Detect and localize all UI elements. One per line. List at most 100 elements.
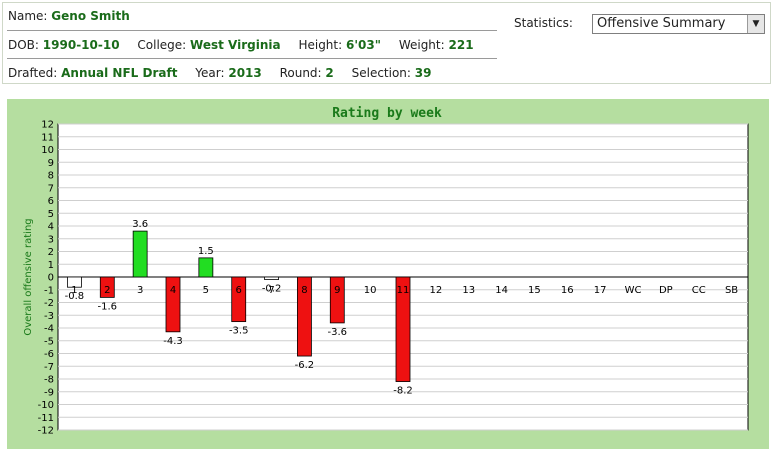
statistics-selected-value: Offensive Summary [597, 16, 726, 31]
round-label: Round: [279, 66, 322, 80]
x-tick-labels: 1 2 3 4 5 6 7 8 9 10 11 12 13 14 15 16 17 WC DP CC SB [71, 285, 738, 296]
x-tick-label: DP [659, 285, 673, 296]
x-tick-label: 12 [429, 285, 442, 296]
bar [99, 276, 115, 298]
chart-title: Rating by week [332, 106, 442, 121]
y-tick-label: -8 [44, 375, 54, 386]
statistics-label: Statistics: [514, 16, 573, 30]
x-tick-label: 16 [561, 285, 574, 296]
value-label: -3.6 [328, 327, 348, 338]
statistics-select[interactable]: Offensive Summary ▼ [592, 14, 765, 34]
y-tick-label: -3 [44, 311, 54, 322]
value-label: -4.3 [163, 336, 183, 347]
x-tick-label: 3 [137, 285, 143, 296]
value-label: -3.5 [229, 326, 249, 337]
x-tick-label: 11 [397, 285, 410, 296]
y-tick-label: 7 [48, 183, 54, 194]
bar [329, 276, 345, 324]
value-label: 3.6 [132, 219, 148, 230]
y-tick-label: -6 [44, 349, 54, 360]
x-tick-label: WC [625, 285, 642, 296]
y-tick-label: -10 [38, 400, 54, 411]
player-name: Geno Smith [51, 9, 130, 23]
draft-row: Drafted: Annual NFL Draft Year: 2013 Rou… [8, 66, 431, 80]
x-tick-label: 2 [104, 285, 110, 296]
x-tick-label: 1 [71, 285, 77, 296]
x-tick-label: 14 [495, 285, 508, 296]
x-tick-label: 15 [528, 285, 541, 296]
x-tick-label: 9 [334, 285, 340, 296]
bar [395, 276, 411, 382]
weight-label: Weight: [398, 38, 445, 52]
x-tick-label: SB [725, 285, 738, 296]
y-axis-label: Overall offensive rating [23, 218, 34, 335]
y-tick-label: -1 [44, 285, 54, 296]
player-info-panel: Name: Geno Smith DOB: 1990-10-10 College… [2, 2, 771, 84]
y-tick-label: 4 [48, 222, 54, 233]
y-tick-label: -5 [44, 336, 54, 347]
bar [67, 276, 82, 288]
selection-value: 39 [414, 66, 432, 80]
year-value: 2013 [228, 66, 262, 80]
y-tick-label: 9 [48, 158, 54, 169]
divider [7, 58, 497, 59]
bar [264, 276, 279, 280]
weight-value: 221 [448, 38, 474, 52]
selection-label: Selection: [351, 66, 411, 80]
x-tick-label: 17 [594, 285, 607, 296]
y-tick-label: 1 [48, 260, 54, 271]
y-tick-label: 3 [48, 234, 54, 245]
drafted-label: Drafted: [8, 66, 58, 80]
round-value: 2 [325, 66, 334, 80]
bar [165, 276, 181, 333]
y-tick-label: 5 [48, 209, 54, 220]
y-tick-label: -7 [44, 362, 54, 373]
x-tick-label: 8 [301, 285, 307, 296]
bars [67, 230, 411, 382]
y-tick-label: 0 [48, 273, 54, 284]
y-tick-label: -9 [44, 387, 54, 398]
dob-value: 1990-10-10 [42, 38, 120, 52]
x-tick-label: 6 [236, 285, 242, 296]
bar [231, 276, 247, 323]
value-label: -0.8 [65, 291, 85, 302]
value-label: -1.6 [98, 301, 118, 312]
y-tick-label: 12 [41, 120, 54, 131]
value-label: 1.5 [198, 246, 214, 257]
x-tick-label: 5 [203, 285, 209, 296]
name-row: Name: Geno Smith [8, 9, 130, 23]
y-tick-label: 10 [41, 145, 54, 156]
y-tick-label: 8 [48, 171, 54, 182]
y-tick-label: -4 [44, 324, 54, 335]
college-label: College: [137, 38, 187, 52]
value-labels: -0.8 -1.6 3.6 -4.3 1.5 -3.5 -0.2 -6.2 -3.6 -8.2 [65, 219, 413, 396]
bar [132, 230, 148, 278]
dob-label: DOB: [8, 38, 39, 52]
value-label: -8.2 [393, 386, 413, 397]
name-label: Name: [8, 9, 48, 23]
value-label: -6.2 [295, 360, 315, 371]
college-value: West Virginia [190, 38, 281, 52]
height-label: Height: [298, 38, 343, 52]
y-tick-label: 2 [48, 247, 54, 258]
y-tick-labels: 1211109876543210-1-2-3-4-5-6-7-8-9-10-11… [38, 120, 54, 437]
y-tick-label: 6 [48, 196, 54, 207]
y-tick-label: -2 [44, 298, 54, 309]
x-tick-label: 13 [462, 285, 475, 296]
drafted-value: Annual NFL Draft [61, 66, 178, 80]
divider [7, 30, 497, 31]
year-label: Year: [195, 66, 225, 80]
x-tick-label: 4 [170, 285, 176, 296]
y-tick-label: 11 [41, 132, 54, 143]
chevron-down-icon[interactable]: ▼ [747, 15, 764, 33]
bio-row: DOB: 1990-10-10 College: West Virginia H… [8, 38, 474, 52]
y-tick-label: -12 [38, 426, 54, 437]
value-label: -0.2 [262, 284, 282, 295]
bar [198, 257, 214, 278]
x-tick-label: 10 [364, 285, 377, 296]
y-tick-label: -11 [38, 413, 54, 424]
bar [297, 276, 312, 357]
x-tick-label: CC [692, 285, 706, 296]
